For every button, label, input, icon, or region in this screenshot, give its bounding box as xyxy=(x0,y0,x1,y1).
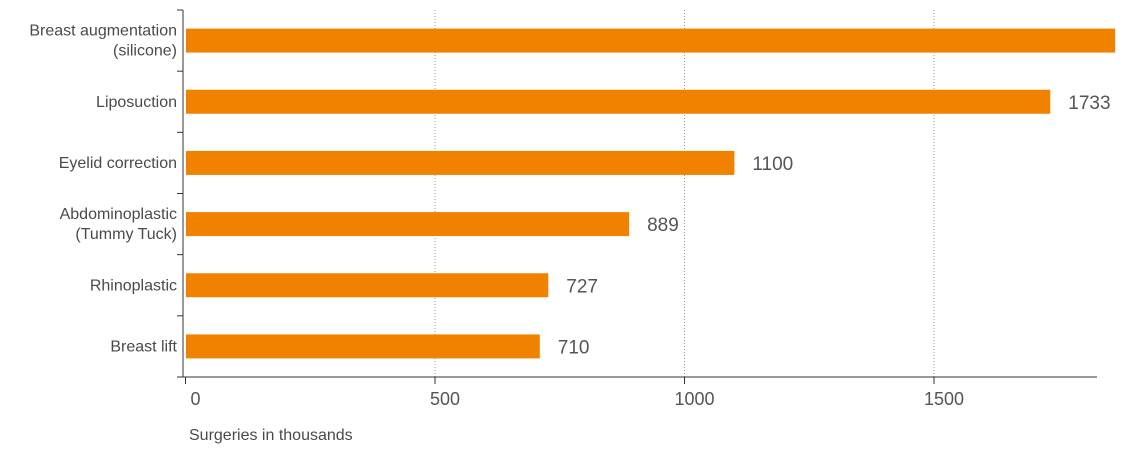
bar-value-label: 1100 xyxy=(752,154,793,175)
category-label: (silicone) xyxy=(113,43,177,60)
category-label: Eyelid correction xyxy=(59,155,177,172)
bar xyxy=(186,212,630,237)
category-label: Rhinoplastic xyxy=(90,277,177,294)
label-layer: 0500100015001863Breast augmentation(sili… xyxy=(29,9,1111,409)
bar-value-label: 1733 xyxy=(1068,93,1110,114)
bar xyxy=(186,334,540,359)
bar xyxy=(186,28,1116,53)
bar-layer xyxy=(186,28,1116,359)
bar-value-label: 727 xyxy=(566,276,598,297)
bar xyxy=(186,89,1051,114)
category-label: Abdominoplastic xyxy=(60,206,177,223)
x-tick-label: 1000 xyxy=(674,389,714,409)
x-tick-label: 1500 xyxy=(924,389,964,409)
x-tick-label: 500 xyxy=(430,389,460,409)
category-label: Liposuction xyxy=(96,94,177,111)
grid-layer xyxy=(434,10,935,377)
bar-value-label: 710 xyxy=(558,337,590,358)
bar-value-label: 889 xyxy=(647,215,679,236)
category-label: Breast lift xyxy=(110,338,177,355)
category-label: (Tummy Tuck) xyxy=(75,226,177,243)
axis-layer xyxy=(182,10,1097,378)
bar xyxy=(186,150,735,175)
bar xyxy=(186,273,549,298)
x-tick-label: 0 xyxy=(190,389,200,409)
x-axis-title: Surgeries in thousands xyxy=(189,427,353,444)
category-label: Breast augmentation xyxy=(29,23,177,40)
